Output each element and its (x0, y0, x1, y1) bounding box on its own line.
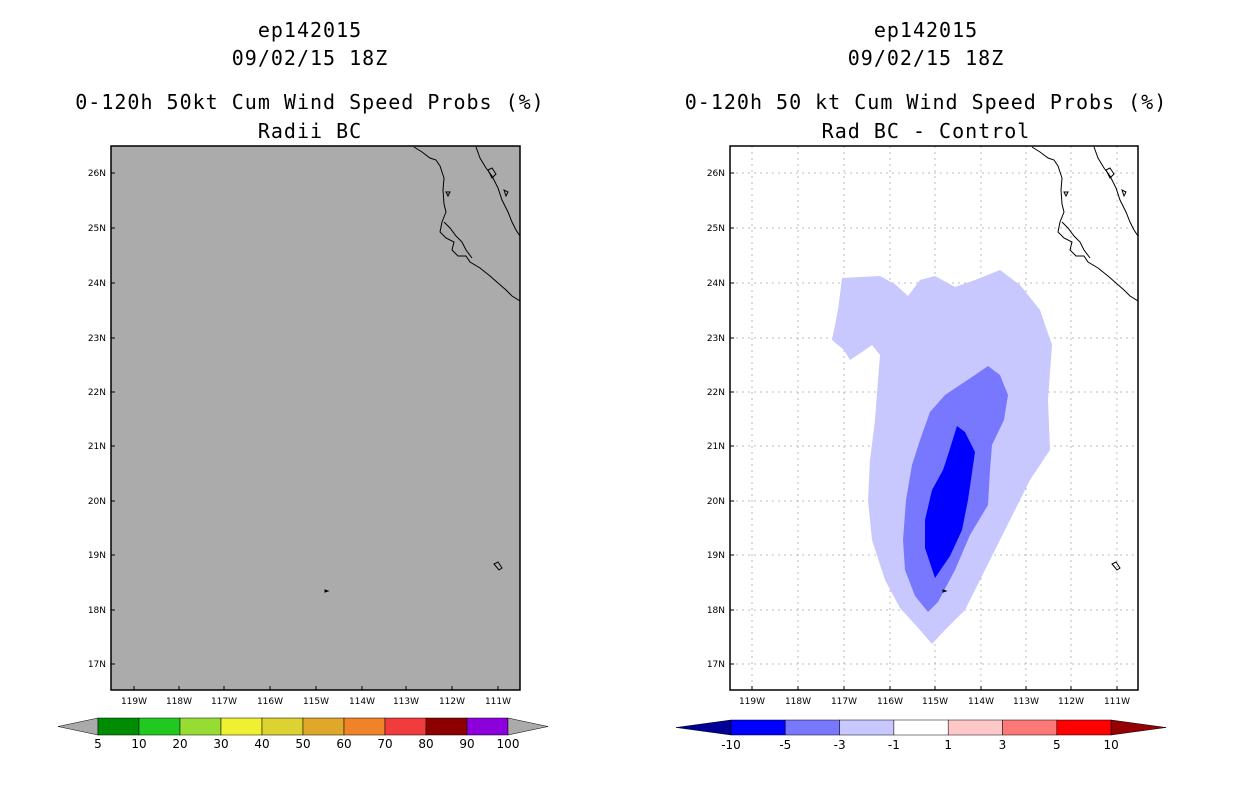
lon-label: 116W (257, 697, 283, 707)
right-storm-id: ep142015 (873, 18, 979, 42)
left-product-title: 0-120h 50kt Cum Wind Speed Probs (%) (75, 90, 545, 114)
right-contours (832, 270, 1052, 644)
lat-label: 18N (88, 606, 106, 616)
right-coastline (942, 146, 1138, 593)
colorbar-label: 100 (497, 737, 520, 751)
lon-label: 118W (785, 697, 811, 707)
right-lat-labels: 26N 25N 24N 23N 22N 21N 20N 19N 18N 17N (707, 169, 734, 670)
right-subtitle: Rad BC - Control (821, 119, 1031, 143)
colorbar-label: 1 (944, 738, 952, 752)
lat-label: 21N (88, 442, 106, 452)
colorbar-box (1056, 719, 1112, 736)
lon-label: 114W (349, 697, 375, 707)
lon-label: 117W (831, 697, 857, 707)
colorbar-label: 40 (254, 737, 269, 751)
colorbar-box (1002, 719, 1058, 736)
colorbar-label: -5 (779, 738, 791, 752)
lon-label: 112W (1058, 697, 1084, 707)
colorbar-label: -3 (834, 738, 846, 752)
lon-label: 119W (739, 697, 765, 707)
lon-label: 111W (1104, 697, 1130, 707)
lon-label: 111W (485, 697, 511, 707)
left-map-background (111, 146, 520, 690)
colorbar-label: 30 (213, 737, 228, 751)
lat-label: 23N (88, 334, 106, 344)
colorbar-label: 10 (1103, 738, 1118, 752)
contour-band-dark (925, 426, 975, 578)
left-lat-labels: 26N 25N 24N 23N 22N 21N 20N 19N 18N 17N (88, 169, 115, 670)
colorbar-box (785, 719, 840, 736)
right-colorbar: -10 -5 -3 -1 1 3 5 10 (675, 719, 1167, 752)
left-colorbar: 5 10 20 30 40 50 60 70 80 90 100 (57, 717, 549, 751)
left-datetime: 09/02/15 18Z (231, 46, 389, 70)
colorbar-label: 3 (999, 738, 1007, 752)
lon-label: 113W (393, 697, 419, 707)
lat-label: 20N (707, 497, 725, 507)
lat-label: 24N (707, 279, 725, 289)
lat-label: 21N (707, 442, 725, 452)
lat-label: 19N (88, 551, 106, 561)
colorbar-left-arrow (675, 719, 732, 736)
lon-label: 119W (121, 697, 147, 707)
lat-label: 18N (707, 606, 725, 616)
colorbar-label: 50 (295, 737, 310, 751)
lat-label: 22N (88, 388, 106, 398)
right-product-title: 0-120h 50 kt Cum Wind Speed Probs (%) (684, 90, 1168, 114)
lat-label: 17N (88, 660, 106, 670)
right-lon-labels: 119W 118W 117W 116W 115W 114W 113W 112W 111W (739, 686, 1130, 707)
colorbar-label: 5 (94, 737, 102, 751)
lat-label: 25N (707, 224, 725, 234)
lat-label: 26N (88, 169, 106, 179)
lat-label: 25N (88, 224, 106, 234)
right-map-frame (729, 145, 1139, 691)
lat-label: 19N (707, 551, 725, 561)
colorbar-label: 90 (459, 737, 474, 751)
left-coastline (324, 146, 520, 593)
lat-label: 26N (707, 169, 725, 179)
lon-label: 113W (1013, 697, 1039, 707)
lon-label: 114W (968, 697, 994, 707)
colorbar-box (893, 719, 949, 736)
right-datetime: 09/02/15 18Z (847, 46, 1005, 70)
lon-label: 116W (877, 697, 903, 707)
colorbar-label: 20 (172, 737, 187, 751)
lat-label: 24N (88, 279, 106, 289)
lon-label: 118W (166, 697, 192, 707)
left-subtitle: Radii BC (257, 119, 363, 143)
lon-label: 117W (211, 697, 237, 707)
left-lon-labels: 119W 118W 117W 116W 115W 114W 113W 112W 111W (121, 686, 511, 707)
colorbar-box (730, 719, 786, 736)
left-storm-id: ep142015 (257, 18, 363, 42)
colorbar-label: 10 (131, 737, 146, 751)
colorbar-label: -10 (721, 738, 741, 752)
colorbar-box (947, 719, 1003, 736)
lon-label: 112W (439, 697, 465, 707)
colorbar-label: 60 (336, 737, 351, 751)
lat-label: 17N (707, 660, 725, 670)
colorbar-box (839, 719, 895, 736)
colorbar-label: 70 (377, 737, 392, 751)
lat-label: 23N (707, 334, 725, 344)
colorbar-label: 80 (418, 737, 433, 751)
colorbar-right-arrow (507, 717, 549, 736)
colorbar-label: 5 (1053, 738, 1061, 752)
lat-label: 20N (88, 497, 106, 507)
lon-label: 115W (303, 697, 329, 707)
colorbar-label: -1 (888, 738, 900, 752)
lon-label: 115W (922, 697, 948, 707)
colorbar-right-arrow (1110, 719, 1167, 736)
lat-label: 22N (707, 388, 725, 398)
